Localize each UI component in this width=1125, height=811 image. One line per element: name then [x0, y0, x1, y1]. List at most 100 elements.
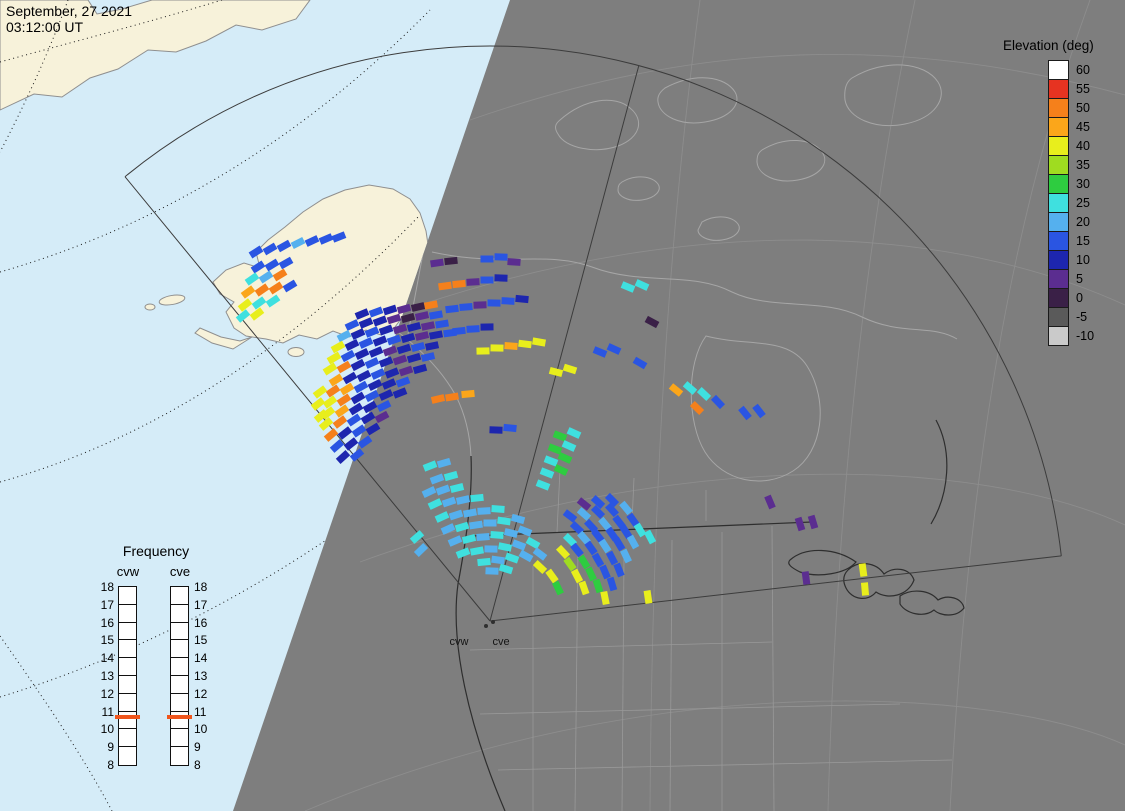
radar-tile: [386, 334, 402, 346]
colorbar-title: Elevation (deg): [1003, 38, 1094, 53]
radar-tile: [322, 395, 338, 409]
radar-tile: [600, 590, 610, 606]
freq-cell: [171, 605, 188, 623]
radar-tile: [577, 530, 591, 546]
radar-site-dot-cve: [491, 620, 495, 624]
freq-cell: [119, 676, 136, 694]
radar-tile: [357, 435, 373, 449]
radar-site-dot-cvw: [484, 624, 488, 628]
radar-tile: [620, 548, 632, 564]
radar-tile: [265, 294, 281, 308]
freq-column-label-cve: cve: [169, 564, 191, 579]
radar-tile: [598, 538, 612, 554]
radar-tile: [476, 347, 490, 355]
radar-tile: [545, 568, 559, 584]
radar-tile: [441, 496, 457, 508]
freq-cell: [119, 640, 136, 659]
east-coastline: [930, 419, 948, 525]
radar-tile: [423, 300, 439, 310]
radar-tile: [484, 545, 498, 553]
radar-tile: [443, 470, 459, 482]
radar-tile: [590, 495, 606, 509]
freq-cell: [171, 640, 188, 659]
radar-tile: [480, 276, 494, 284]
radar-tile: [590, 504, 606, 520]
freq-tick-label: 17: [100, 597, 114, 612]
radar-tile: [350, 391, 366, 405]
radar-tile: [378, 324, 394, 336]
radar-tile: [605, 526, 619, 542]
radar-tile: [409, 530, 425, 544]
colorbar: 60 55 50 45 40 35 30 25 20 15 10 5 0 -5 -10: [1048, 60, 1094, 346]
colorbar-tick-label: 60: [1076, 63, 1090, 77]
radar-tile: [328, 373, 344, 387]
radar-tile: [444, 256, 458, 266]
state-border: [574, 547, 579, 811]
radar-tile: [336, 360, 352, 374]
freq-column-label-cvw: cvw: [116, 564, 140, 579]
colorbar-tick-label: 45: [1076, 120, 1090, 134]
radar-tile: [461, 533, 477, 545]
radar-tile: [376, 399, 392, 413]
freq-cell: [119, 658, 136, 676]
radar-tile: [515, 294, 529, 304]
radar-tile: [354, 348, 370, 360]
radar-tile: [570, 568, 584, 584]
radar-tile: [312, 385, 328, 399]
radar-tile: [364, 357, 380, 369]
state-border: [497, 759, 953, 771]
colorbar-tick-label: 35: [1076, 158, 1090, 172]
radar-tile: [434, 511, 450, 523]
radar-tile: [325, 384, 341, 398]
radar-tile: [278, 256, 294, 270]
radar-tile: [511, 539, 527, 551]
colorbar-tick-label: 0: [1076, 291, 1083, 305]
freq-cell: [171, 587, 188, 605]
radar-tile: [262, 242, 278, 256]
radar-tile: [429, 473, 445, 485]
radar-tile: [331, 231, 347, 243]
radar-tile: [318, 417, 334, 431]
freq-cell: [171, 623, 188, 641]
colorbar-tick-label: 50: [1076, 101, 1090, 115]
radar-tile: [604, 492, 620, 508]
graticule-line: [359, 473, 1125, 563]
freq-tick-label: 14: [100, 651, 114, 666]
radar-tile: [360, 411, 376, 425]
graticule-line: [419, 239, 1125, 306]
night-graticule: [304, 0, 1125, 811]
radar-tile: [340, 349, 356, 363]
radar-tile: [632, 356, 648, 370]
radar-tile: [392, 387, 408, 399]
radar-tile: [461, 389, 475, 399]
radar-tile: [350, 358, 366, 372]
radar-tile: [801, 571, 811, 585]
radar-tile: [400, 312, 416, 324]
hudson-bay-outline: [690, 335, 821, 482]
radar-tile: [633, 522, 647, 538]
freq-cell: [119, 712, 136, 730]
radar-tile: [310, 397, 326, 411]
freq-tick-label: 11: [101, 704, 114, 719]
colorbar-tick-label: 10: [1076, 253, 1090, 267]
arctic-island: [756, 139, 826, 182]
radar-tile: [250, 260, 266, 274]
radar-tile: [578, 580, 590, 596]
colorbar-tick-label: 25: [1076, 196, 1090, 210]
radar-tile: [532, 560, 548, 574]
radar-tile: [449, 483, 465, 493]
radar-tile: [485, 567, 499, 575]
time-label: 03:12:00 UT: [6, 19, 84, 35]
radar-tile: [858, 563, 868, 577]
radar-tile: [318, 233, 334, 245]
radar-tile: [343, 437, 359, 451]
radar-tile: [354, 308, 370, 320]
radar-tile: [445, 392, 459, 402]
radar-tile: [562, 363, 578, 375]
freq-cell: [171, 712, 188, 730]
radar-tile: [794, 516, 806, 532]
radar-tile: [531, 337, 547, 347]
radar-tile: [503, 423, 517, 433]
radar-tile: [539, 467, 555, 479]
